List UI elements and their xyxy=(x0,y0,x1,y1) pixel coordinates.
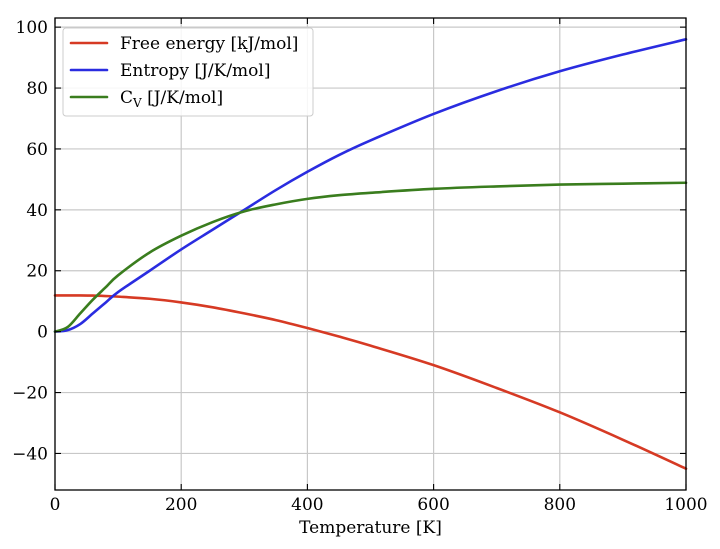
legend-label-cv: CV [J/K/mol] xyxy=(120,88,223,110)
series-line-entropy xyxy=(53,38,688,333)
x-axis-label: Temperature [K] xyxy=(299,518,442,538)
ticks xyxy=(54,18,687,490)
x-tick-label: 600 xyxy=(417,495,449,515)
x-tick-label: 400 xyxy=(291,495,323,515)
plot-frame xyxy=(54,17,687,491)
series-line-cv xyxy=(53,181,688,333)
y-tick-label: 0 xyxy=(37,323,48,343)
y-tick-label: 100 xyxy=(16,18,48,38)
y-tick-label: 60 xyxy=(26,140,48,160)
cv-units: [J/K/mol] xyxy=(142,88,223,108)
y-tick-label: −20 xyxy=(12,384,48,404)
y-tick-label: −40 xyxy=(12,444,48,464)
cv-symbol: C xyxy=(120,88,133,108)
x-tick-label: 200 xyxy=(165,495,197,515)
tick-labels: 0 200 400 600 800 1000 −40 −20 0 20 40 60 80 100 xyxy=(12,18,708,515)
series-line-free-energy xyxy=(53,294,688,470)
y-tick-label: 20 xyxy=(26,262,48,282)
legend: Free energy [kJ/mol] Entropy [J/K/mol] C… xyxy=(62,27,314,117)
y-tick-label: 40 xyxy=(26,201,48,221)
legend-box xyxy=(62,27,314,117)
series-group xyxy=(53,38,688,470)
y-tick-label: 80 xyxy=(26,79,48,99)
x-tick-label: 1000 xyxy=(664,495,707,515)
legend-label-entropy: Entropy [J/K/mol] xyxy=(120,61,270,81)
x-tick-label: 800 xyxy=(544,495,576,515)
x-tick-label: 0 xyxy=(50,495,61,515)
legend-label-free-energy: Free energy [kJ/mol] xyxy=(120,34,298,54)
cv-subscript: V xyxy=(132,96,142,110)
